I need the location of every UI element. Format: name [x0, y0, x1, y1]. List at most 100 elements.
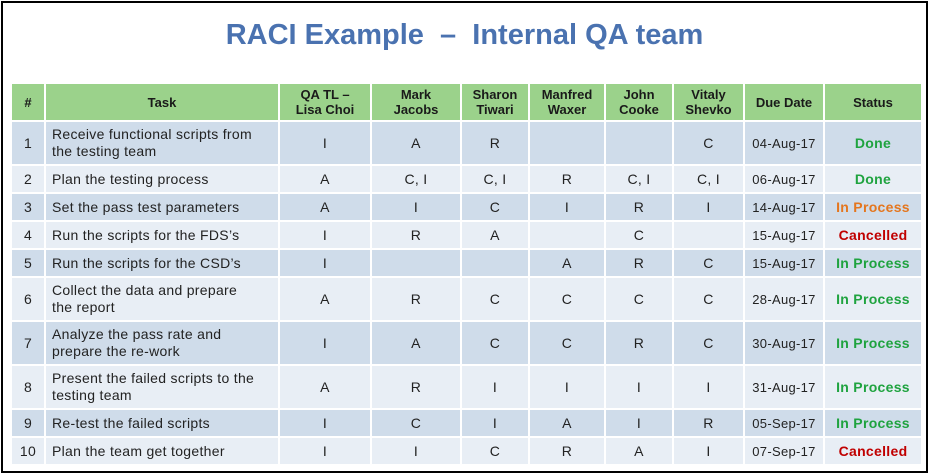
raci-cell-manfred-waxer: [528, 120, 606, 166]
task-cell: Analyze the pass rate and prepare the re-…: [44, 320, 280, 366]
due-date-cell: 04-Aug-17: [743, 120, 825, 166]
raci-cell-sharon-tiwari: C: [460, 436, 530, 466]
raci-cell-john-cooke: I: [604, 364, 674, 410]
header-line: Manfred: [541, 87, 593, 102]
header-mark-jacobs: Mark Jacobs: [370, 82, 462, 122]
row-number: 10: [10, 436, 46, 466]
status-badge: In Process: [823, 320, 923, 366]
raci-cell-vitaly-shevko: I: [672, 364, 745, 410]
raci-cell-manfred-waxer: A: [528, 248, 606, 278]
task-line: prepare the re-work: [52, 343, 180, 359]
task-cell: Collect the data and prepare the report: [44, 276, 280, 322]
header-line: Mark: [400, 87, 432, 102]
task-line: the testing team: [52, 143, 157, 159]
header-john-cooke: John Cooke: [604, 82, 674, 122]
task-line: Plan the team get together: [52, 442, 225, 459]
table-row: 9 Re-test the failed scripts I C I A I R 05-Sep-…: [10, 408, 923, 438]
header-sharon-tiwari: Sharon Tiwari: [460, 82, 530, 122]
task-cell: Re-test the failed scripts: [44, 408, 280, 438]
raci-cell-vitaly-shevko: C: [672, 248, 745, 278]
table-row: 10 Plan the team get together I I C R A I 07-Sep…: [10, 436, 923, 466]
raci-cell-lisa-choi: I: [278, 408, 372, 438]
table-body: 1 Receive functional scripts from the test…: [10, 120, 923, 466]
table-row: 3 Set the pass test parameters A I C I R I 14-Au…: [10, 192, 923, 222]
status-badge: In Process: [823, 248, 923, 278]
raci-cell-lisa-choi: A: [278, 364, 372, 410]
header-line: Lisa Choi: [295, 102, 355, 117]
header-line: Sharon: [472, 87, 518, 102]
due-date-cell: 15-Aug-17: [743, 248, 825, 278]
raci-cell-vitaly-shevko: I: [672, 436, 745, 466]
raci-cell-john-cooke: C: [604, 220, 674, 250]
raci-cell-sharon-tiwari: C: [460, 320, 530, 366]
due-date-cell: 28-Aug-17: [743, 276, 825, 322]
table-row: 4 Run the scripts for the FDS’s I R A C 15-Aug…: [10, 220, 923, 250]
task-line: testing team: [52, 387, 132, 403]
status-badge: In Process: [823, 276, 923, 322]
raci-cell-john-cooke: C, I: [604, 164, 674, 194]
raci-cell-vitaly-shevko: I: [672, 192, 745, 222]
raci-cell-sharon-tiwari: I: [460, 408, 530, 438]
task-line: Collect the data and prepare: [52, 282, 238, 298]
task-line: Plan the testing process: [52, 170, 209, 187]
due-date-cell: 31-Aug-17: [743, 364, 825, 410]
raci-cell-mark-jacobs: [370, 248, 462, 278]
header-line: QA TL –: [300, 87, 350, 102]
raci-cell-manfred-waxer: R: [528, 436, 606, 466]
raci-cell-lisa-choi: I: [278, 320, 372, 366]
header-vitaly-shevko: Vitaly Shevko: [672, 82, 745, 122]
raci-cell-vitaly-shevko: C, I: [672, 164, 745, 194]
raci-cell-john-cooke: I: [604, 408, 674, 438]
raci-cell-john-cooke: A: [604, 436, 674, 466]
raci-cell-mark-jacobs: R: [370, 364, 462, 410]
raci-cell-john-cooke: R: [604, 320, 674, 366]
header-manfred-waxer: Manfred Waxer: [528, 82, 606, 122]
task-line: Run the scripts for the CSD’s: [52, 254, 241, 271]
task-cell: Run the scripts for the CSD’s: [44, 248, 280, 278]
row-number: 7: [10, 320, 46, 366]
row-number: 4: [10, 220, 46, 250]
page-title: RACI Example – Internal QA team: [225, 19, 704, 51]
header-line: Shevko: [685, 102, 732, 117]
header-due-date: Due Date: [743, 82, 825, 122]
raci-cell-lisa-choi: A: [278, 164, 372, 194]
task-cell: Present the failed scripts to the testing…: [44, 364, 280, 410]
row-number: 6: [10, 276, 46, 322]
header-task: Task: [44, 82, 280, 122]
table-row: 6 Collect the data and prepare the report A…: [10, 276, 923, 322]
task-line: Present the failed scripts to the: [52, 370, 255, 386]
raci-cell-john-cooke: [604, 120, 674, 166]
raci-cell-manfred-waxer: C: [528, 320, 606, 366]
due-date-cell: 14-Aug-17: [743, 192, 825, 222]
raci-cell-manfred-waxer: I: [528, 364, 606, 410]
task-line: Receive functional scripts from: [52, 126, 252, 142]
row-number: 3: [10, 192, 46, 222]
raci-cell-sharon-tiwari: C: [460, 276, 530, 322]
raci-cell-sharon-tiwari: I: [460, 364, 530, 410]
task-line: Analyze the pass rate and: [52, 326, 222, 342]
table-row: 1 Receive functional scripts from the test…: [10, 120, 923, 166]
raci-cell-lisa-choi: A: [278, 192, 372, 222]
header-line: Tiwari: [476, 102, 514, 117]
raci-cell-vitaly-shevko: [672, 220, 745, 250]
raci-cell-sharon-tiwari: R: [460, 120, 530, 166]
raci-cell-manfred-waxer: [528, 220, 606, 250]
task-cell: Set the pass test parameters: [44, 192, 280, 222]
header-line: Cooke: [619, 102, 659, 117]
raci-cell-manfred-waxer: I: [528, 192, 606, 222]
raci-cell-vitaly-shevko: C: [672, 320, 745, 366]
header-status: Status: [823, 82, 923, 122]
raci-cell-mark-jacobs: R: [370, 220, 462, 250]
raci-cell-john-cooke: R: [604, 192, 674, 222]
raci-cell-lisa-choi: A: [278, 276, 372, 322]
raci-cell-vitaly-shevko: C: [672, 276, 745, 322]
header-line: Vitaly: [691, 87, 726, 102]
raci-cell-lisa-choi: I: [278, 120, 372, 166]
due-date-cell: 15-Aug-17: [743, 220, 825, 250]
status-badge: In Process: [823, 364, 923, 410]
due-date-cell: 30-Aug-17: [743, 320, 825, 366]
raci-cell-mark-jacobs: C: [370, 408, 462, 438]
status-badge: Cancelled: [823, 220, 923, 250]
due-date-cell: 05-Sep-17: [743, 408, 825, 438]
